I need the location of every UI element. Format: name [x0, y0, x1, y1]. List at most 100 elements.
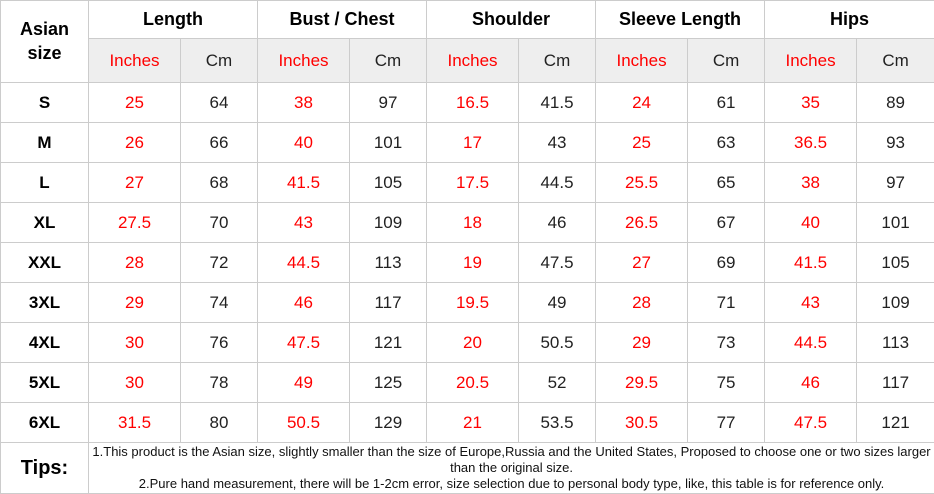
inches-value: 27.5	[89, 203, 181, 243]
cm-value: 117	[350, 283, 427, 323]
group-header-sleeve-length: Sleeve Length	[596, 1, 765, 39]
inches-value: 29	[89, 283, 181, 323]
cm-value: 97	[857, 163, 934, 203]
tips-row: Tips: 1.This product is the Asian size, …	[1, 443, 934, 494]
inches-value: 29.5	[596, 363, 688, 403]
cm-value: 80	[181, 403, 258, 443]
cm-value: 75	[688, 363, 765, 403]
cm-value: 50.5	[519, 323, 596, 363]
cm-value: 67	[688, 203, 765, 243]
cm-value: 70	[181, 203, 258, 243]
tips-label: Tips:	[1, 443, 89, 494]
size-label: XL	[1, 203, 89, 243]
cm-value: 109	[350, 203, 427, 243]
cm-value: 78	[181, 363, 258, 403]
inches-value: 47.5	[258, 323, 350, 363]
cm-value: 64	[181, 83, 258, 123]
inches-value: 41.5	[258, 163, 350, 203]
inches-value: 30.5	[596, 403, 688, 443]
cm-value: 49	[519, 283, 596, 323]
inches-value: 40	[258, 123, 350, 163]
inches-value: 36.5	[765, 123, 857, 163]
inches-value: 17.5	[427, 163, 519, 203]
inches-value: 27	[89, 163, 181, 203]
cm-value: 65	[688, 163, 765, 203]
inches-value: 29	[596, 323, 688, 363]
cm-value: 117	[857, 363, 934, 403]
cm-value: 105	[857, 243, 934, 283]
inches-value: 28	[596, 283, 688, 323]
cm-value: 77	[688, 403, 765, 443]
cm-value: 73	[688, 323, 765, 363]
unit-header-bust-inches: Inches	[258, 39, 350, 83]
cm-value: 47.5	[519, 243, 596, 283]
inches-value: 19	[427, 243, 519, 283]
inches-value: 20.5	[427, 363, 519, 403]
header-group-row: Asian size Length Bust / Chest Shoulder …	[1, 1, 934, 39]
inches-value: 44.5	[258, 243, 350, 283]
cm-value: 66	[181, 123, 258, 163]
cm-value: 121	[857, 403, 934, 443]
size-label: XXL	[1, 243, 89, 283]
cm-value: 46	[519, 203, 596, 243]
cm-value: 68	[181, 163, 258, 203]
inches-value: 50.5	[258, 403, 350, 443]
size-label: 3XL	[1, 283, 89, 323]
cm-value: 101	[350, 123, 427, 163]
cm-value: 69	[688, 243, 765, 283]
inches-value: 47.5	[765, 403, 857, 443]
cm-value: 121	[350, 323, 427, 363]
unit-header-hips-inches: Inches	[765, 39, 857, 83]
inches-value: 44.5	[765, 323, 857, 363]
cm-value: 129	[350, 403, 427, 443]
group-header-bust-chest: Bust / Chest	[258, 1, 427, 39]
size-label: L	[1, 163, 89, 203]
cm-value: 41.5	[519, 83, 596, 123]
inches-value: 24	[596, 83, 688, 123]
cm-value: 89	[857, 83, 934, 123]
tips-line-2: 2.Pure hand measurement, there will be 1…	[89, 476, 934, 492]
inches-value: 49	[258, 363, 350, 403]
inches-value: 27	[596, 243, 688, 283]
cm-value: 93	[857, 123, 934, 163]
cm-value: 63	[688, 123, 765, 163]
inches-value: 30	[89, 363, 181, 403]
cm-value: 105	[350, 163, 427, 203]
inches-value: 35	[765, 83, 857, 123]
unit-header-bust-cm: Cm	[350, 39, 427, 83]
unit-header-length-inches: Inches	[89, 39, 181, 83]
inches-value: 46	[765, 363, 857, 403]
inches-value: 17	[427, 123, 519, 163]
inches-value: 43	[258, 203, 350, 243]
inches-value: 25.5	[596, 163, 688, 203]
unit-header-sleeve-inches: Inches	[596, 39, 688, 83]
inches-value: 38	[258, 83, 350, 123]
cm-value: 109	[857, 283, 934, 323]
unit-header-length-cm: Cm	[181, 39, 258, 83]
inches-value: 16.5	[427, 83, 519, 123]
inches-value: 43	[765, 283, 857, 323]
corner-header-asian-size: Asian size	[1, 1, 89, 83]
unit-header-shoulder-inches: Inches	[427, 39, 519, 83]
inches-value: 31.5	[89, 403, 181, 443]
inches-value: 46	[258, 283, 350, 323]
cm-value: 113	[857, 323, 934, 363]
cm-value: 101	[857, 203, 934, 243]
cm-value: 71	[688, 283, 765, 323]
inches-value: 26.5	[596, 203, 688, 243]
inches-value: 40	[765, 203, 857, 243]
inches-value: 38	[765, 163, 857, 203]
cm-value: 44.5	[519, 163, 596, 203]
inches-value: 28	[89, 243, 181, 283]
tips-text: 1.This product is the Asian size, slight…	[89, 443, 934, 494]
unit-header-shoulder-cm: Cm	[519, 39, 596, 83]
inches-value: 18	[427, 203, 519, 243]
group-header-hips: Hips	[765, 1, 934, 39]
